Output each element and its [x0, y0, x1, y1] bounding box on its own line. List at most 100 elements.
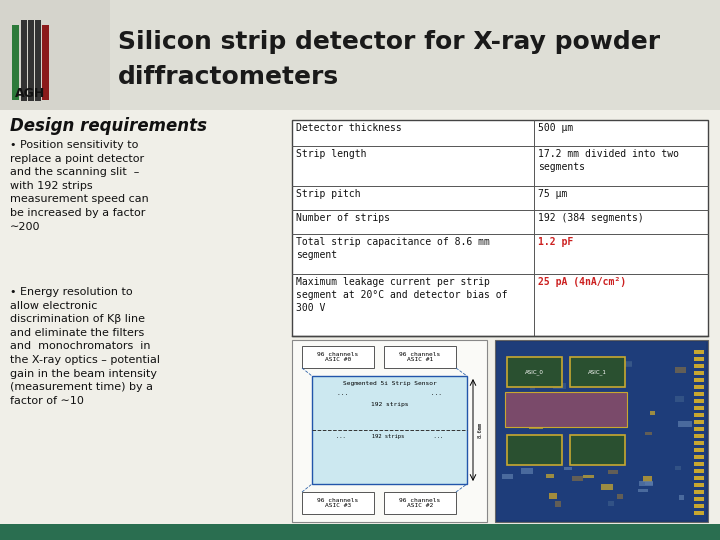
- Bar: [694, 406, 704, 410]
- Bar: [384, 346, 456, 368]
- Bar: [645, 432, 652, 435]
- Bar: [506, 394, 516, 398]
- Text: Design requirements: Design requirements: [10, 117, 207, 135]
- Text: Number of strips: Number of strips: [296, 213, 390, 223]
- Bar: [35, 20, 41, 101]
- Bar: [650, 411, 655, 415]
- Bar: [530, 386, 535, 390]
- Bar: [694, 504, 704, 508]
- Bar: [292, 120, 708, 336]
- Text: Detector thickness: Detector thickness: [296, 123, 402, 133]
- Bar: [495, 340, 708, 522]
- Text: Segmented 5i Strip Sensor: Segmented 5i Strip Sensor: [343, 381, 436, 386]
- Bar: [507, 435, 562, 465]
- Bar: [675, 466, 681, 470]
- Text: ...                      ...: ... ...: [337, 391, 442, 396]
- Bar: [694, 378, 704, 382]
- Text: ...        192 strips         ...: ... 192 strips ...: [336, 434, 443, 439]
- Bar: [21, 20, 27, 101]
- Bar: [572, 476, 583, 481]
- Text: Strip length: Strip length: [296, 149, 366, 159]
- Bar: [678, 421, 692, 427]
- Bar: [694, 483, 704, 487]
- Bar: [694, 413, 704, 417]
- Bar: [28, 20, 34, 101]
- Bar: [546, 474, 554, 478]
- Bar: [608, 470, 618, 474]
- Text: ASIC_0: ASIC_0: [525, 369, 544, 375]
- Bar: [574, 358, 580, 361]
- Bar: [694, 371, 704, 375]
- Bar: [521, 468, 533, 474]
- Bar: [694, 448, 704, 452]
- Bar: [384, 492, 456, 514]
- Bar: [292, 340, 487, 522]
- Text: 192 (384 segments): 192 (384 segments): [538, 213, 644, 223]
- Text: 500 μm: 500 μm: [538, 123, 573, 133]
- Bar: [694, 399, 704, 403]
- Bar: [679, 495, 684, 500]
- Bar: [525, 373, 531, 376]
- Bar: [694, 350, 704, 354]
- Bar: [497, 342, 706, 520]
- Bar: [675, 396, 684, 402]
- Bar: [694, 511, 704, 515]
- Bar: [555, 501, 561, 507]
- Text: 1.2 pF: 1.2 pF: [538, 237, 573, 247]
- Bar: [694, 476, 704, 480]
- Bar: [694, 434, 704, 438]
- Bar: [570, 435, 625, 465]
- Bar: [694, 364, 704, 368]
- Bar: [694, 357, 704, 361]
- Bar: [502, 474, 513, 479]
- Bar: [549, 493, 557, 499]
- Bar: [608, 501, 614, 506]
- Bar: [694, 469, 704, 473]
- Text: ASIC_1: ASIC_1: [588, 369, 607, 375]
- Text: 75 μm: 75 μm: [538, 189, 567, 199]
- Text: AGH: AGH: [15, 87, 45, 100]
- Text: 96 channels
ASIC #3: 96 channels ASIC #3: [318, 497, 359, 508]
- Bar: [577, 377, 589, 382]
- Text: Maximum leakage current per strip
segment at 20°C and detector bias of
300 V: Maximum leakage current per strip segmen…: [296, 277, 508, 313]
- Bar: [592, 415, 600, 419]
- Bar: [12, 25, 19, 100]
- Bar: [694, 392, 704, 396]
- Text: Silicon strip detector for X-ray powder: Silicon strip detector for X-ray powder: [118, 30, 660, 54]
- Bar: [643, 476, 652, 482]
- Text: 96 channels
ASIC #2: 96 channels ASIC #2: [400, 497, 441, 508]
- Bar: [694, 462, 704, 466]
- Bar: [638, 489, 648, 492]
- Text: 8.6mm: 8.6mm: [478, 422, 483, 438]
- Bar: [620, 362, 632, 367]
- Bar: [110, 0, 720, 110]
- Bar: [601, 484, 613, 490]
- Bar: [694, 497, 704, 501]
- Text: 17.2 mm divided into two
segments: 17.2 mm divided into two segments: [538, 149, 679, 172]
- Bar: [0, 524, 720, 540]
- Bar: [553, 383, 566, 389]
- Bar: [694, 385, 704, 389]
- Bar: [570, 357, 625, 387]
- Bar: [0, 110, 720, 524]
- Text: • Energy resolution to
allow electronic
discrimination of Kβ line
and eliminate : • Energy resolution to allow electronic …: [10, 287, 160, 406]
- Bar: [302, 346, 374, 368]
- Bar: [312, 376, 467, 484]
- Bar: [42, 25, 49, 100]
- Bar: [583, 475, 594, 478]
- Bar: [617, 494, 623, 499]
- Text: Strip pitch: Strip pitch: [296, 189, 361, 199]
- Bar: [639, 481, 653, 486]
- Bar: [675, 367, 686, 373]
- Bar: [694, 441, 704, 445]
- Bar: [505, 392, 627, 427]
- Bar: [694, 427, 704, 431]
- Bar: [564, 467, 572, 470]
- Bar: [0, 0, 720, 110]
- Bar: [625, 361, 632, 366]
- Text: 96 channels
ASIC #1: 96 channels ASIC #1: [400, 352, 441, 362]
- Text: diffractometers: diffractometers: [118, 65, 339, 89]
- Bar: [645, 482, 653, 485]
- Bar: [534, 447, 545, 453]
- Text: 25 pA (4nA/cm²): 25 pA (4nA/cm²): [538, 277, 626, 287]
